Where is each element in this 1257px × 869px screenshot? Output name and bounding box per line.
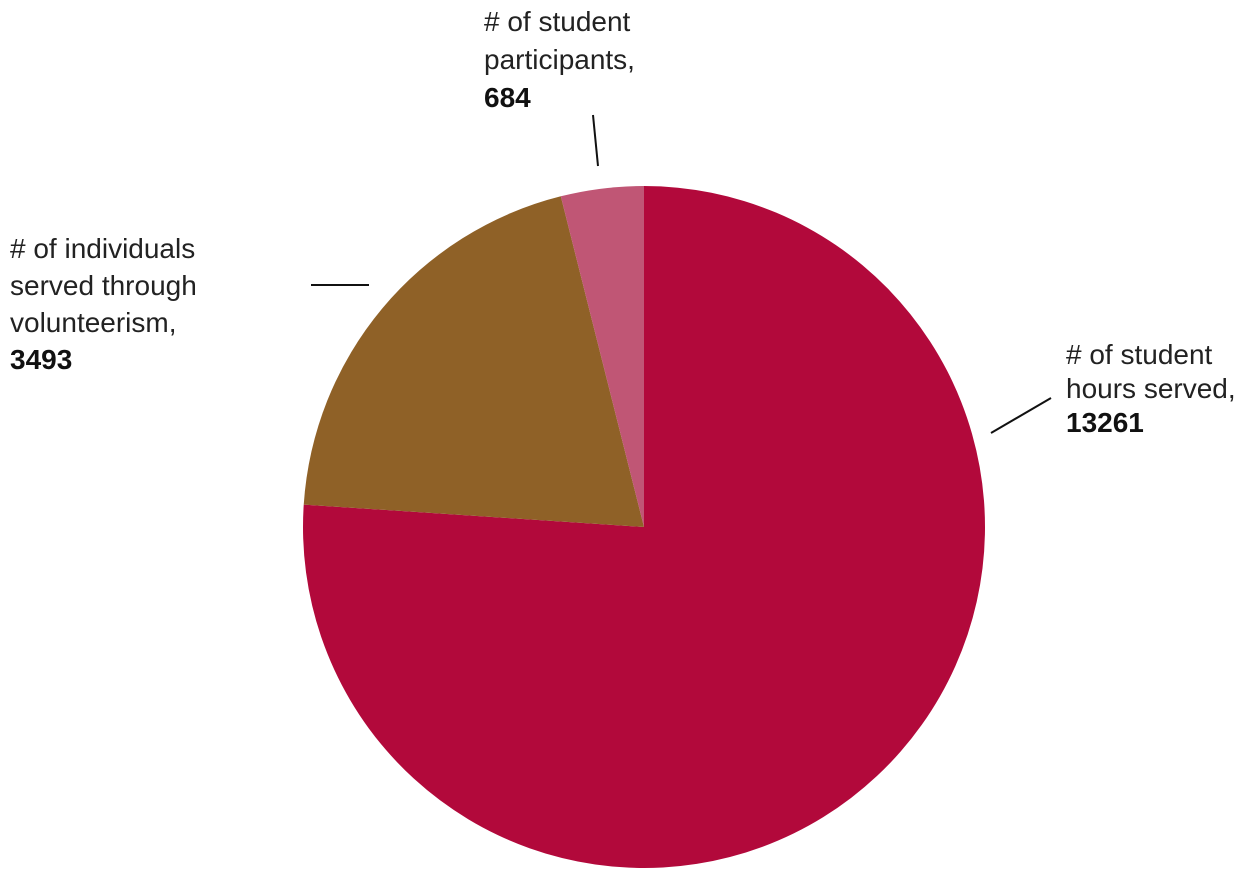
slice-label-hours-line-1: # of student (1066, 339, 1213, 370)
leader-line-participants (592, 114, 599, 167)
slice-label-individuals-line-1: # of individuals (10, 233, 195, 264)
slice-value-participants: 684 (484, 82, 531, 113)
slice-label-participants-line-1: # of student (484, 6, 631, 37)
slice-individuals-served (303, 196, 644, 527)
leader-line-hours (990, 397, 1052, 434)
slice-label-participants-line-2: participants, (484, 44, 635, 75)
slice-student-hours (303, 186, 986, 868)
slice-label-individuals-line-3: volunteerism, (10, 307, 177, 338)
slice-label-individuals-line-2: served through (10, 270, 197, 301)
slice-student-participants (560, 186, 644, 527)
slice-value-individuals: 3493 (10, 344, 72, 375)
leader-lines (311, 114, 1052, 434)
slice-label-hours-line-2: hours served, (1066, 373, 1236, 404)
slice-label-individuals: # of individuals served through voluntee… (10, 233, 205, 375)
slice-value-hours: 13261 (1066, 407, 1144, 438)
pie-slices (303, 186, 986, 868)
slice-label-participants: # of student participants, 684 (484, 6, 643, 113)
slice-label-hours: # of student hours served, 13261 (1066, 339, 1243, 438)
